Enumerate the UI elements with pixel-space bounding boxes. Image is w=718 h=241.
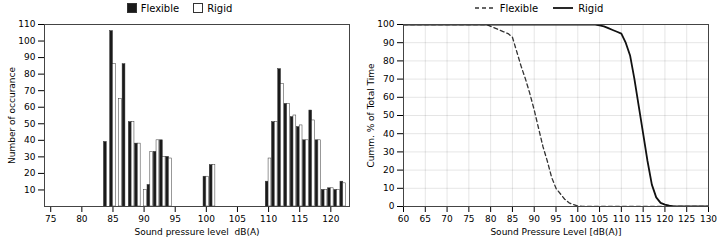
- svg-text:80: 80: [383, 56, 395, 66]
- svg-text:60: 60: [383, 92, 395, 102]
- svg-text:Cumm. % of Total Time: Cumm. % of Total Time: [366, 63, 376, 168]
- svg-text:75: 75: [463, 214, 474, 224]
- svg-text:90: 90: [24, 52, 36, 62]
- svg-text:60: 60: [398, 214, 410, 224]
- svg-text:70: 70: [383, 74, 395, 84]
- svg-text:115: 115: [635, 214, 652, 224]
- svg-text:10: 10: [24, 185, 36, 195]
- svg-text:50: 50: [24, 119, 36, 129]
- svg-text:20: 20: [383, 165, 395, 175]
- svg-text:40: 40: [24, 135, 36, 145]
- svg-text:110: 110: [260, 214, 277, 224]
- html-text:Rigid: Rigid: [207, 2, 233, 14]
- html-text:Rigid: Rigid: [578, 2, 604, 14]
- svg-text:100: 100: [18, 36, 35, 46]
- svg-text:30: 30: [24, 152, 36, 162]
- svg-text:80: 80: [76, 214, 88, 224]
- svg-text:130: 130: [700, 214, 717, 224]
- svg-text:90: 90: [383, 38, 395, 48]
- svg-text:85: 85: [507, 214, 518, 224]
- svg-text:120: 120: [322, 214, 339, 224]
- svg-text:40: 40: [383, 129, 395, 139]
- svg-text:65: 65: [420, 214, 431, 224]
- svg-text:Sound pressure level dB(A): Sound pressure level dB(A): [134, 227, 259, 237]
- svg-text:120: 120: [656, 214, 673, 224]
- svg-text:115: 115: [291, 214, 308, 224]
- svg-text:50: 50: [383, 110, 395, 120]
- svg-text:110: 110: [18, 19, 35, 29]
- svg-text:90: 90: [138, 214, 150, 224]
- svg-text:20: 20: [24, 168, 36, 178]
- svg-text:100: 100: [198, 214, 215, 224]
- svg-text:10: 10: [383, 183, 395, 193]
- svg-text:90: 90: [528, 214, 540, 224]
- svg-text:105: 105: [591, 214, 608, 224]
- html-text:Flexible: Flexible: [140, 2, 180, 14]
- html-text:Flexible: Flexible: [499, 2, 539, 14]
- svg-text:Number of occurance: Number of occurance: [7, 67, 17, 165]
- svg-text:95: 95: [550, 214, 561, 224]
- svg-text:Sound Pressure Level [dB(A)]: Sound Pressure Level [dB(A)]: [490, 227, 621, 237]
- svg-text:75: 75: [45, 214, 56, 224]
- svg-text:105: 105: [229, 214, 246, 224]
- svg-text:85: 85: [107, 214, 118, 224]
- svg-text:125: 125: [678, 214, 695, 224]
- svg-text:110: 110: [613, 214, 630, 224]
- svg-text:100: 100: [377, 19, 394, 29]
- svg-text:80: 80: [24, 69, 36, 79]
- svg-text:0: 0: [389, 201, 395, 211]
- svg-text:80: 80: [485, 214, 497, 224]
- svg-text:30: 30: [383, 147, 395, 157]
- svg-text:100: 100: [569, 214, 586, 224]
- svg-text:60: 60: [24, 102, 36, 112]
- svg-text:70: 70: [441, 214, 453, 224]
- svg-text:70: 70: [24, 86, 36, 96]
- svg-text:95: 95: [169, 214, 180, 224]
